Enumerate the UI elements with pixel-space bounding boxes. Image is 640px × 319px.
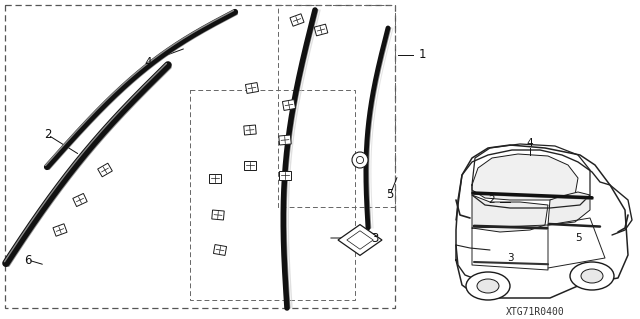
Polygon shape xyxy=(209,174,221,182)
Text: 4: 4 xyxy=(527,138,533,148)
Ellipse shape xyxy=(581,269,603,283)
Text: 6: 6 xyxy=(24,254,32,266)
Polygon shape xyxy=(98,163,112,177)
Polygon shape xyxy=(212,210,224,220)
Polygon shape xyxy=(279,170,291,180)
Bar xyxy=(278,5,395,207)
Bar xyxy=(190,90,355,300)
Text: 3: 3 xyxy=(371,232,379,244)
Text: 2: 2 xyxy=(44,129,52,142)
Text: 2: 2 xyxy=(489,195,495,205)
Ellipse shape xyxy=(466,272,510,300)
Polygon shape xyxy=(282,100,296,110)
Text: 3: 3 xyxy=(507,253,513,263)
Polygon shape xyxy=(472,154,578,200)
Polygon shape xyxy=(347,231,373,249)
Circle shape xyxy=(356,156,364,164)
Polygon shape xyxy=(73,193,87,206)
Polygon shape xyxy=(279,135,291,145)
Polygon shape xyxy=(548,192,590,225)
Polygon shape xyxy=(53,224,67,236)
Polygon shape xyxy=(472,195,548,232)
Polygon shape xyxy=(244,125,256,135)
Ellipse shape xyxy=(477,279,499,293)
Text: 5: 5 xyxy=(387,189,394,202)
Text: 4: 4 xyxy=(144,56,152,69)
Polygon shape xyxy=(314,24,328,36)
Bar xyxy=(5,5,395,308)
Ellipse shape xyxy=(570,262,614,290)
Text: 5: 5 xyxy=(575,233,581,243)
Text: 1: 1 xyxy=(419,48,426,62)
Polygon shape xyxy=(244,160,256,169)
Polygon shape xyxy=(338,225,382,256)
Text: XTG71R0400: XTG71R0400 xyxy=(506,307,564,317)
Polygon shape xyxy=(246,83,259,93)
Polygon shape xyxy=(214,245,227,256)
Circle shape xyxy=(352,152,368,168)
Polygon shape xyxy=(290,14,304,26)
